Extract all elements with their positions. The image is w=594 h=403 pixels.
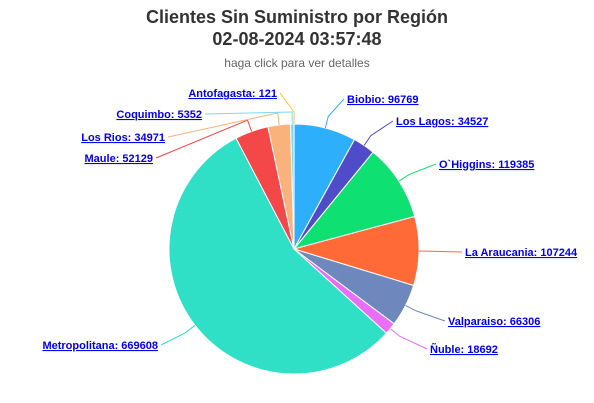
- pie-slice-o-higgins[interactable]: [292, 151, 416, 250]
- connector-line: [167, 112, 280, 138]
- data-label-los-rios[interactable]: Los Rios: 34971: [81, 132, 165, 144]
- connector-line: [405, 305, 446, 322]
- connector-line: [390, 328, 428, 350]
- connector-line: [204, 111, 293, 125]
- data-label-los-lagos[interactable]: Los Lagos: 34527: [396, 116, 488, 128]
- chart-title-line2: 02-08-2024 03:57:48: [212, 29, 382, 49]
- chart-subtitle: haga click para ver detalles: [224, 56, 370, 70]
- data-label-metropolitana[interactable]: Metropolitana: 669608: [42, 340, 158, 352]
- data-label-la-araucania[interactable]: La Araucania: 107244: [465, 247, 578, 259]
- pie-slice-coquimbo[interactable]: [289, 123, 295, 250]
- data-label-o-higgins[interactable]: O`Higgins: 119385: [439, 159, 534, 171]
- data-label-biobio[interactable]: Biobio: 96769: [347, 94, 419, 106]
- chart-title-line1: Clientes Sin Suministro por Región: [145, 7, 449, 27]
- data-label-valparaiso[interactable]: Valparaiso: 66306: [448, 316, 540, 328]
- connector-line: [160, 324, 196, 346]
- connector-line: [324, 98, 345, 129]
- data-label-coquimbo[interactable]: Coquimbo: 5352: [116, 109, 202, 121]
- connector-line: [398, 163, 437, 182]
- connector-line: [363, 120, 394, 146]
- connector-line: [155, 119, 253, 159]
- data-label-maule[interactable]: Maule: 52129: [85, 153, 153, 165]
- connector-line: [418, 250, 463, 253]
- data-label-ñuble[interactable]: Ñuble: 18692: [430, 343, 498, 356]
- pie-slice-metropolitana[interactable]: [168, 137, 388, 375]
- chart-title: Clientes Sin Suministro por Región 02-08…: [0, 6, 594, 50]
- connector-line: [279, 92, 295, 125]
- data-label-antofagasta[interactable]: Antofagasta: 121: [188, 88, 277, 100]
